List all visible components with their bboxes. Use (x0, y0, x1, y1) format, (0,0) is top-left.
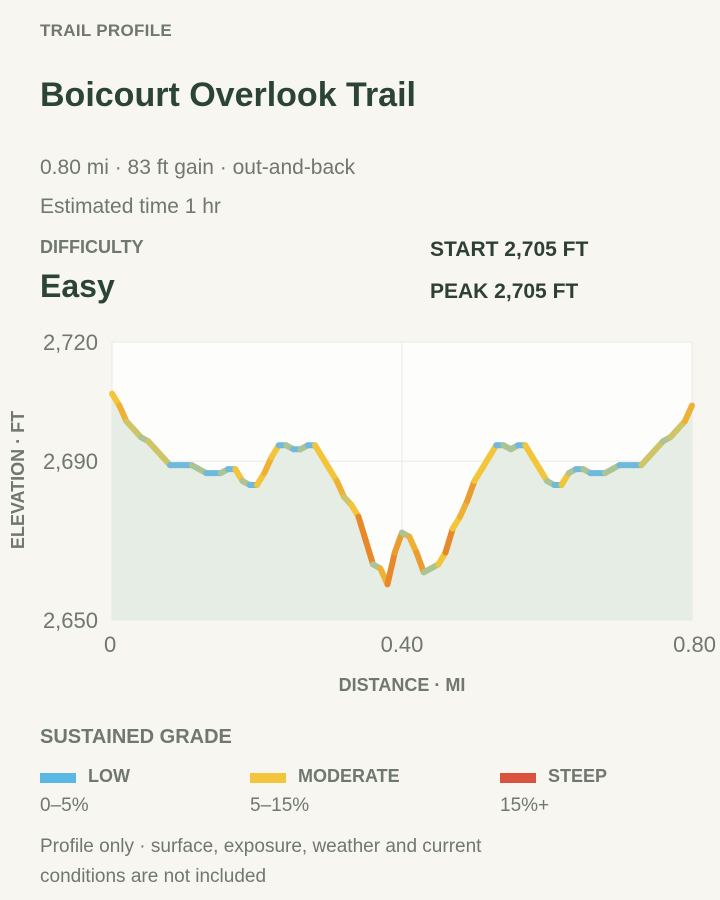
profile-segment (464, 478, 478, 504)
legend-swatch-steep (500, 773, 536, 783)
difficulty-value: Easy (40, 268, 115, 304)
legend-swatch-low (40, 773, 76, 783)
profile-segment (413, 549, 427, 576)
estimated-time: Estimated time 1 hr (40, 195, 221, 218)
y-tick-label: 2,650 (43, 608, 98, 633)
trail-summary: 0.80 mi · 83 ft gain · out-and-back (40, 156, 356, 179)
legend-label-low: LOW (88, 766, 130, 786)
section-eyebrow: TRAIL PROFILE (40, 21, 173, 40)
x-tick-label: 0 (104, 632, 116, 657)
y-tick-label: 2,690 (43, 449, 98, 474)
profile-segment (442, 525, 456, 556)
x-tick-label: 0.80 (673, 632, 716, 657)
trail-title: Boicourt Overlook Trail (40, 76, 416, 114)
legend-label-steep: STEEP (548, 766, 608, 786)
profile-segment (384, 549, 398, 588)
profile-disclaimer: Profile only · surface, exposure, weathe… (40, 836, 482, 887)
y-axis-title: ELEVATION · FT (8, 411, 28, 549)
legend-swatch-moderate (250, 773, 286, 783)
start-elevation: START 2,705 FT (430, 238, 589, 261)
profile-segment (362, 537, 376, 568)
difficulty-label: DIFFICULTY (40, 237, 144, 257)
x-axis-title: DISTANCE · MI (339, 675, 466, 695)
profile-segment (681, 402, 695, 425)
legend-range-moderate: 5–15% (250, 795, 310, 816)
legend-range-low: 0–5% (40, 795, 89, 816)
legend-label-moderate: MODERATE (298, 766, 400, 786)
legend-range-steep: 15%+ (500, 795, 550, 816)
legend-title: SUSTAINED GRADE (40, 726, 232, 748)
elevation-area (112, 393, 692, 620)
x-tick-label: 0.40 (381, 632, 424, 657)
profile-segment (391, 529, 405, 556)
y-tick-label: 2,720 (43, 330, 98, 355)
peak-elevation: PEAK 2,705 FT (430, 280, 579, 303)
profile-segment (355, 513, 369, 544)
